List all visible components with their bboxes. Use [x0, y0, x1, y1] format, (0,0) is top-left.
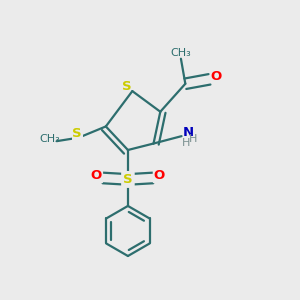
Text: H: H — [182, 138, 191, 148]
Text: N: N — [182, 126, 194, 139]
Text: S: S — [123, 173, 133, 186]
Text: H: H — [188, 134, 197, 143]
Text: CH₃: CH₃ — [170, 48, 191, 59]
Text: S: S — [122, 80, 132, 93]
Text: O: O — [210, 70, 222, 83]
Text: O: O — [154, 169, 165, 182]
Text: CH₃: CH₃ — [39, 134, 60, 144]
Text: O: O — [91, 169, 102, 182]
Text: S: S — [73, 127, 82, 140]
